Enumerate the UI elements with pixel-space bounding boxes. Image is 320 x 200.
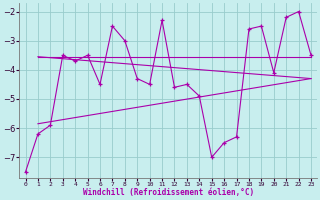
X-axis label: Windchill (Refroidissement éolien,°C): Windchill (Refroidissement éolien,°C) [83, 188, 254, 197]
